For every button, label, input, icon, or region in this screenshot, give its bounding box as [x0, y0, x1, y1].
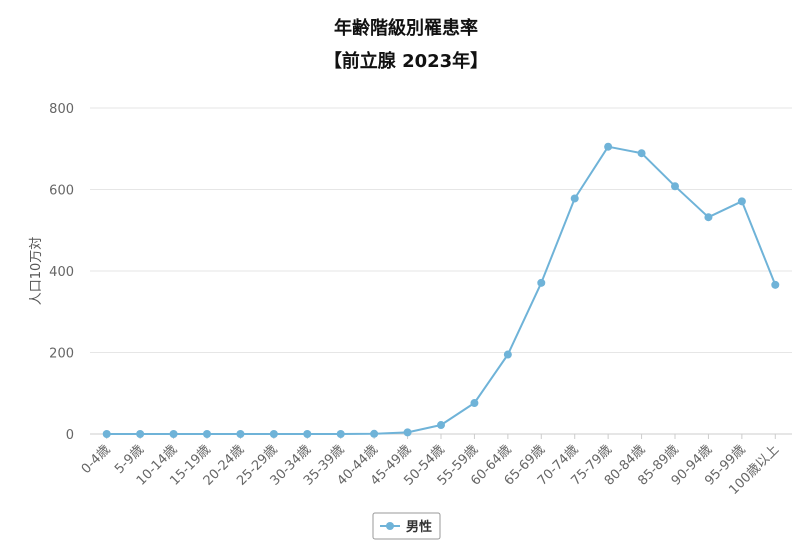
chart-subtitle: 【前立腺 2023年】: [324, 50, 488, 72]
y-axis-ticks: 0 200 400 600 800: [49, 102, 74, 443]
data-point[interactable]: [771, 280, 780, 289]
data-point[interactable]: [604, 142, 613, 151]
data-point[interactable]: [269, 430, 278, 438]
y-tick-label: 600: [49, 184, 74, 199]
data-point[interactable]: [136, 430, 145, 438]
series-group: [102, 142, 780, 438]
gridlines: [90, 107, 792, 435]
data-point[interactable]: [503, 350, 512, 359]
x-tick-label: 0-4歳: [79, 442, 114, 477]
legend-box: [372, 512, 441, 540]
data-point[interactable]: [403, 428, 412, 437]
y-tick-label: 800: [49, 102, 74, 117]
data-point[interactable]: [737, 197, 746, 206]
data-point[interactable]: [336, 430, 345, 438]
data-point[interactable]: [537, 278, 546, 287]
y-axis-label: 人口10万対: [29, 237, 44, 306]
data-point[interactable]: [203, 430, 211, 438]
data-point[interactable]: [570, 194, 579, 203]
chart-title: 年齢階級別罹患率: [334, 17, 478, 39]
data-point[interactable]: [437, 421, 445, 430]
legend[interactable]: 男性: [372, 512, 441, 540]
x-axis-ticks: 0-4歳5-9歳10-14歳15-19歳20-24歳25-29歳30-34歳35…: [79, 434, 782, 498]
legend-series-label: 男性: [406, 519, 432, 535]
data-point[interactable]: [303, 430, 312, 438]
data-point[interactable]: [236, 430, 245, 438]
legend-series-marker: [386, 522, 394, 530]
data-point[interactable]: [671, 182, 679, 191]
data-point[interactable]: [102, 430, 111, 438]
data-point[interactable]: [637, 149, 646, 158]
y-tick-label: 200: [49, 347, 74, 362]
y-tick-label: 0: [66, 428, 74, 443]
y-tick-label: 400: [49, 265, 74, 280]
data-point[interactable]: [704, 213, 713, 222]
data-point[interactable]: [470, 399, 479, 408]
data-point[interactable]: [169, 430, 178, 438]
data-point[interactable]: [370, 429, 379, 438]
